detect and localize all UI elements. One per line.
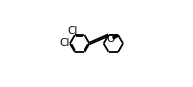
Text: O: O bbox=[107, 33, 115, 44]
Text: Cl: Cl bbox=[60, 39, 70, 48]
Text: Cl: Cl bbox=[67, 26, 77, 36]
